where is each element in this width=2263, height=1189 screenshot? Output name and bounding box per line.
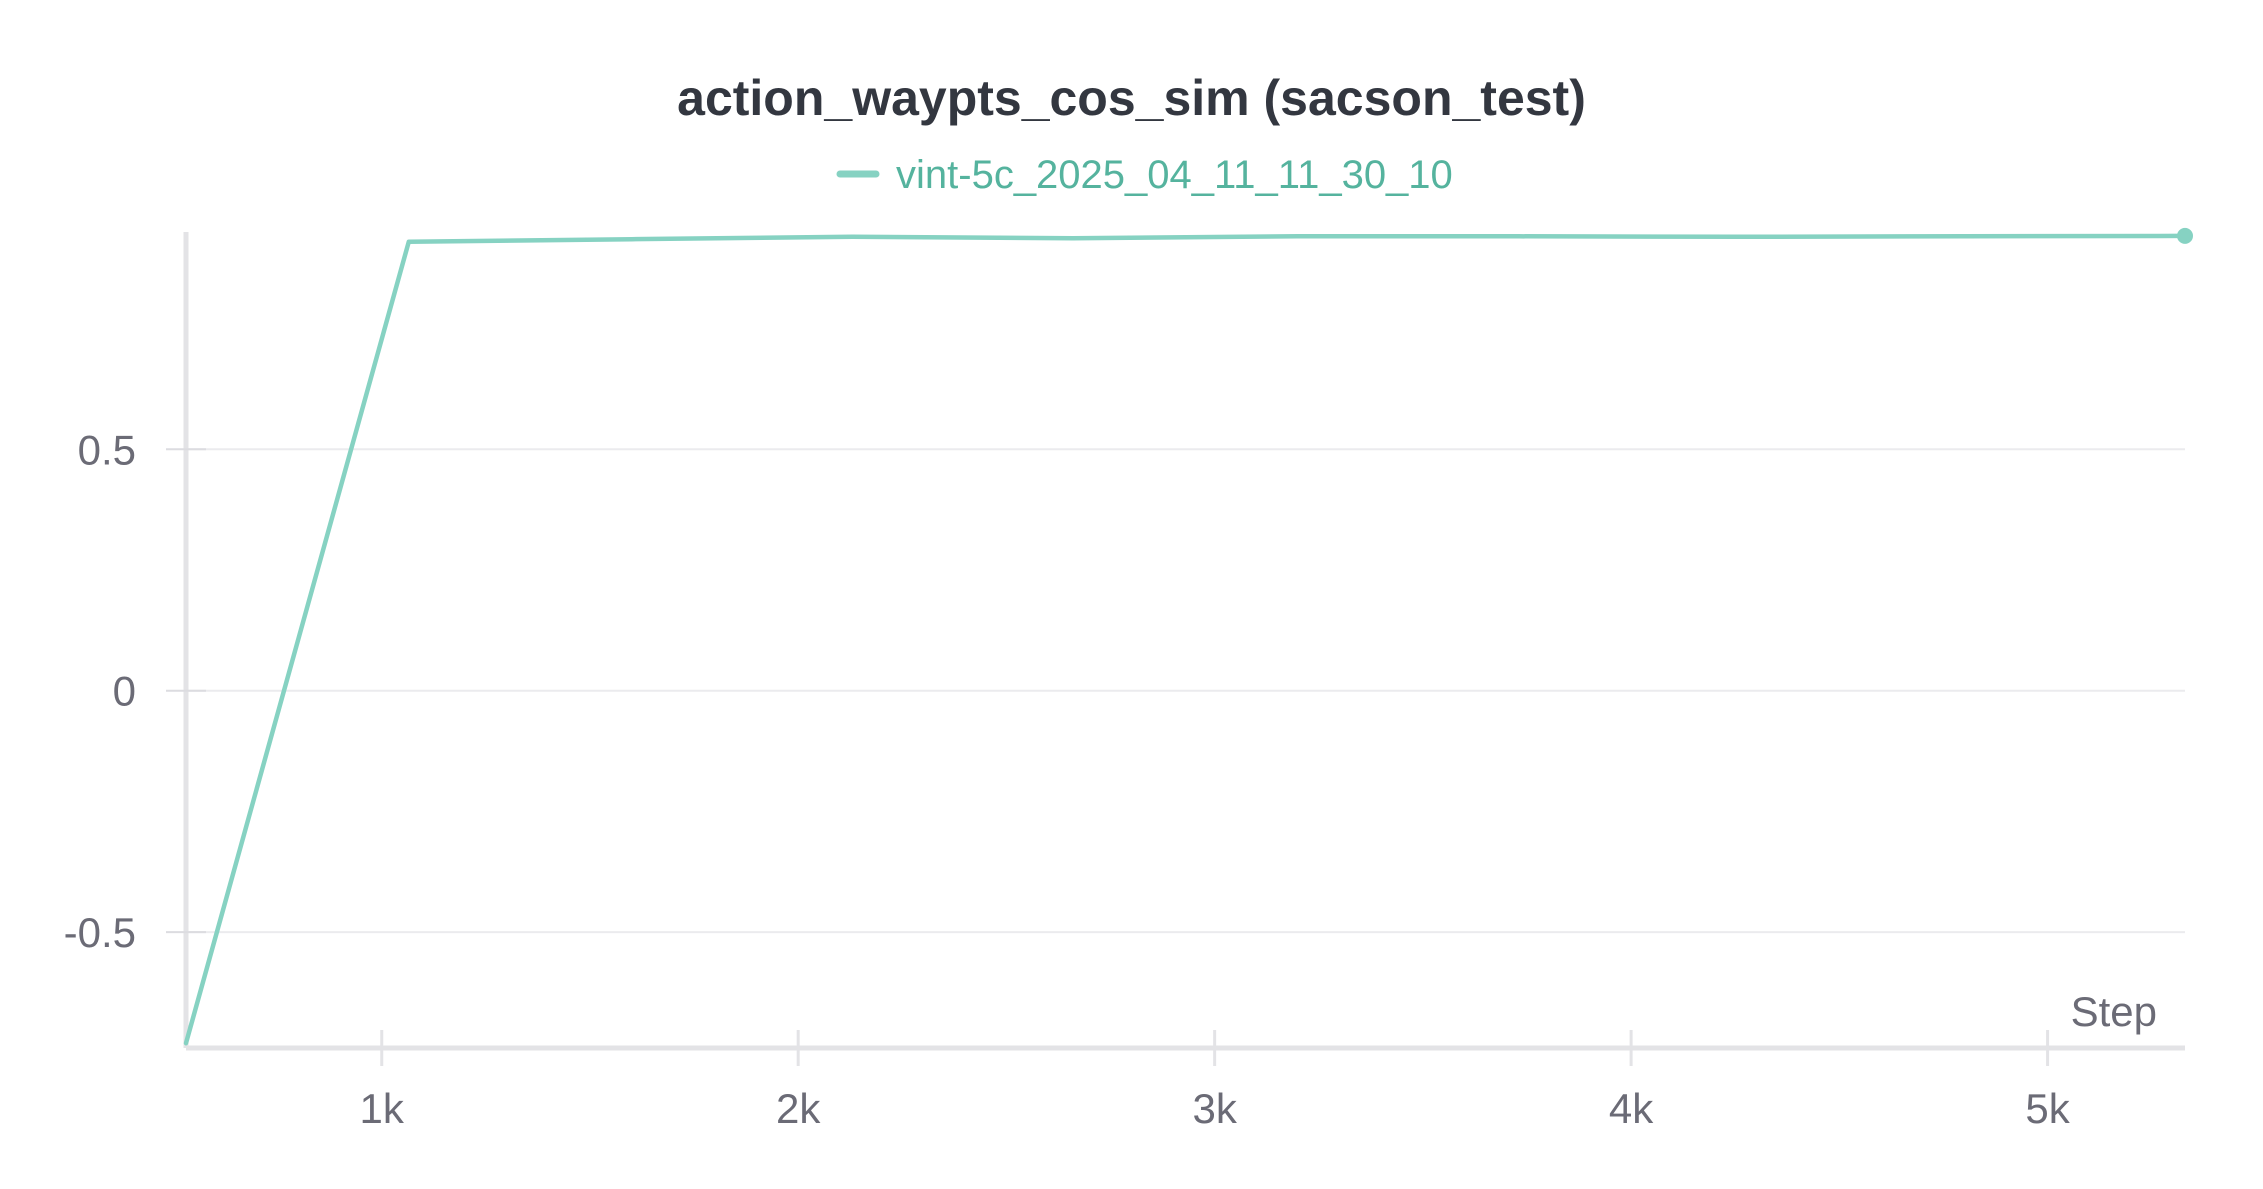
- series-line[interactable]: [183, 233, 2188, 1046]
- x-tick-label: 2k: [776, 1085, 821, 1132]
- y-tick-label: 0.5: [78, 426, 136, 473]
- x-axis-ticks: 1k 2k 3k 4k 5k: [360, 1030, 2071, 1132]
- series-end-point[interactable]: [2177, 227, 2193, 244]
- y-tick-label: -0.5: [64, 909, 136, 956]
- y-axis-ticks: 0.5 0 -0.5: [64, 426, 206, 956]
- x-axis-title: Step: [2071, 988, 2157, 1035]
- x-tick-label: 3k: [1192, 1085, 1237, 1132]
- legend-item[interactable]: vint-5c_2025_04_11_11_30_10: [836, 153, 1453, 197]
- chart-title: action_waypts_cos_sim (sacson_test): [677, 70, 1586, 126]
- axes: [183, 232, 2185, 1051]
- x-tick-label: 4k: [1609, 1085, 1654, 1132]
- series-layer: [183, 227, 2193, 1046]
- y-tick-label: 0: [113, 668, 136, 715]
- legend-label: vint-5c_2025_04_11_11_30_10: [896, 153, 1453, 197]
- legend[interactable]: vint-5c_2025_04_11_11_30_10: [836, 153, 1453, 197]
- x-tick-label: 5k: [2025, 1085, 2070, 1132]
- x-tick-label: 1k: [360, 1085, 405, 1132]
- grid-lines: [186, 448, 2185, 934]
